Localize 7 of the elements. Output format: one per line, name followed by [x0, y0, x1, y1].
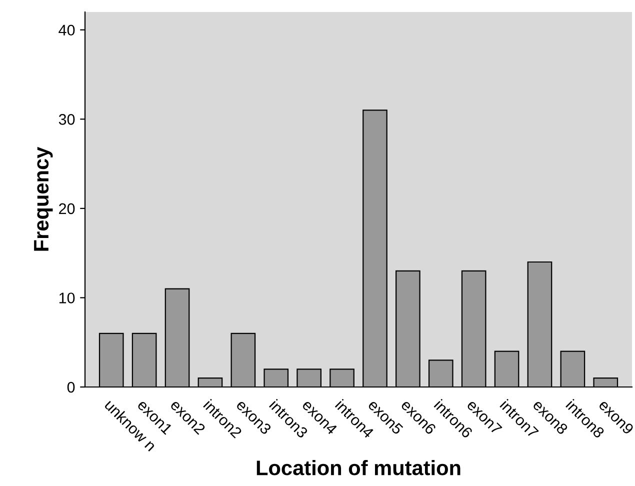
x-axis-title: Location of mutation [256, 460, 460, 476]
y-tick-label: 20 [59, 203, 75, 214]
y-tick-label: 10 [59, 292, 75, 304]
y-tick-label: 40 [58, 24, 75, 36]
y-tick-label: 30 [58, 114, 75, 125]
y-axis-title: Frequency [34, 146, 53, 251]
y-tick-label: 0 [67, 382, 75, 393]
